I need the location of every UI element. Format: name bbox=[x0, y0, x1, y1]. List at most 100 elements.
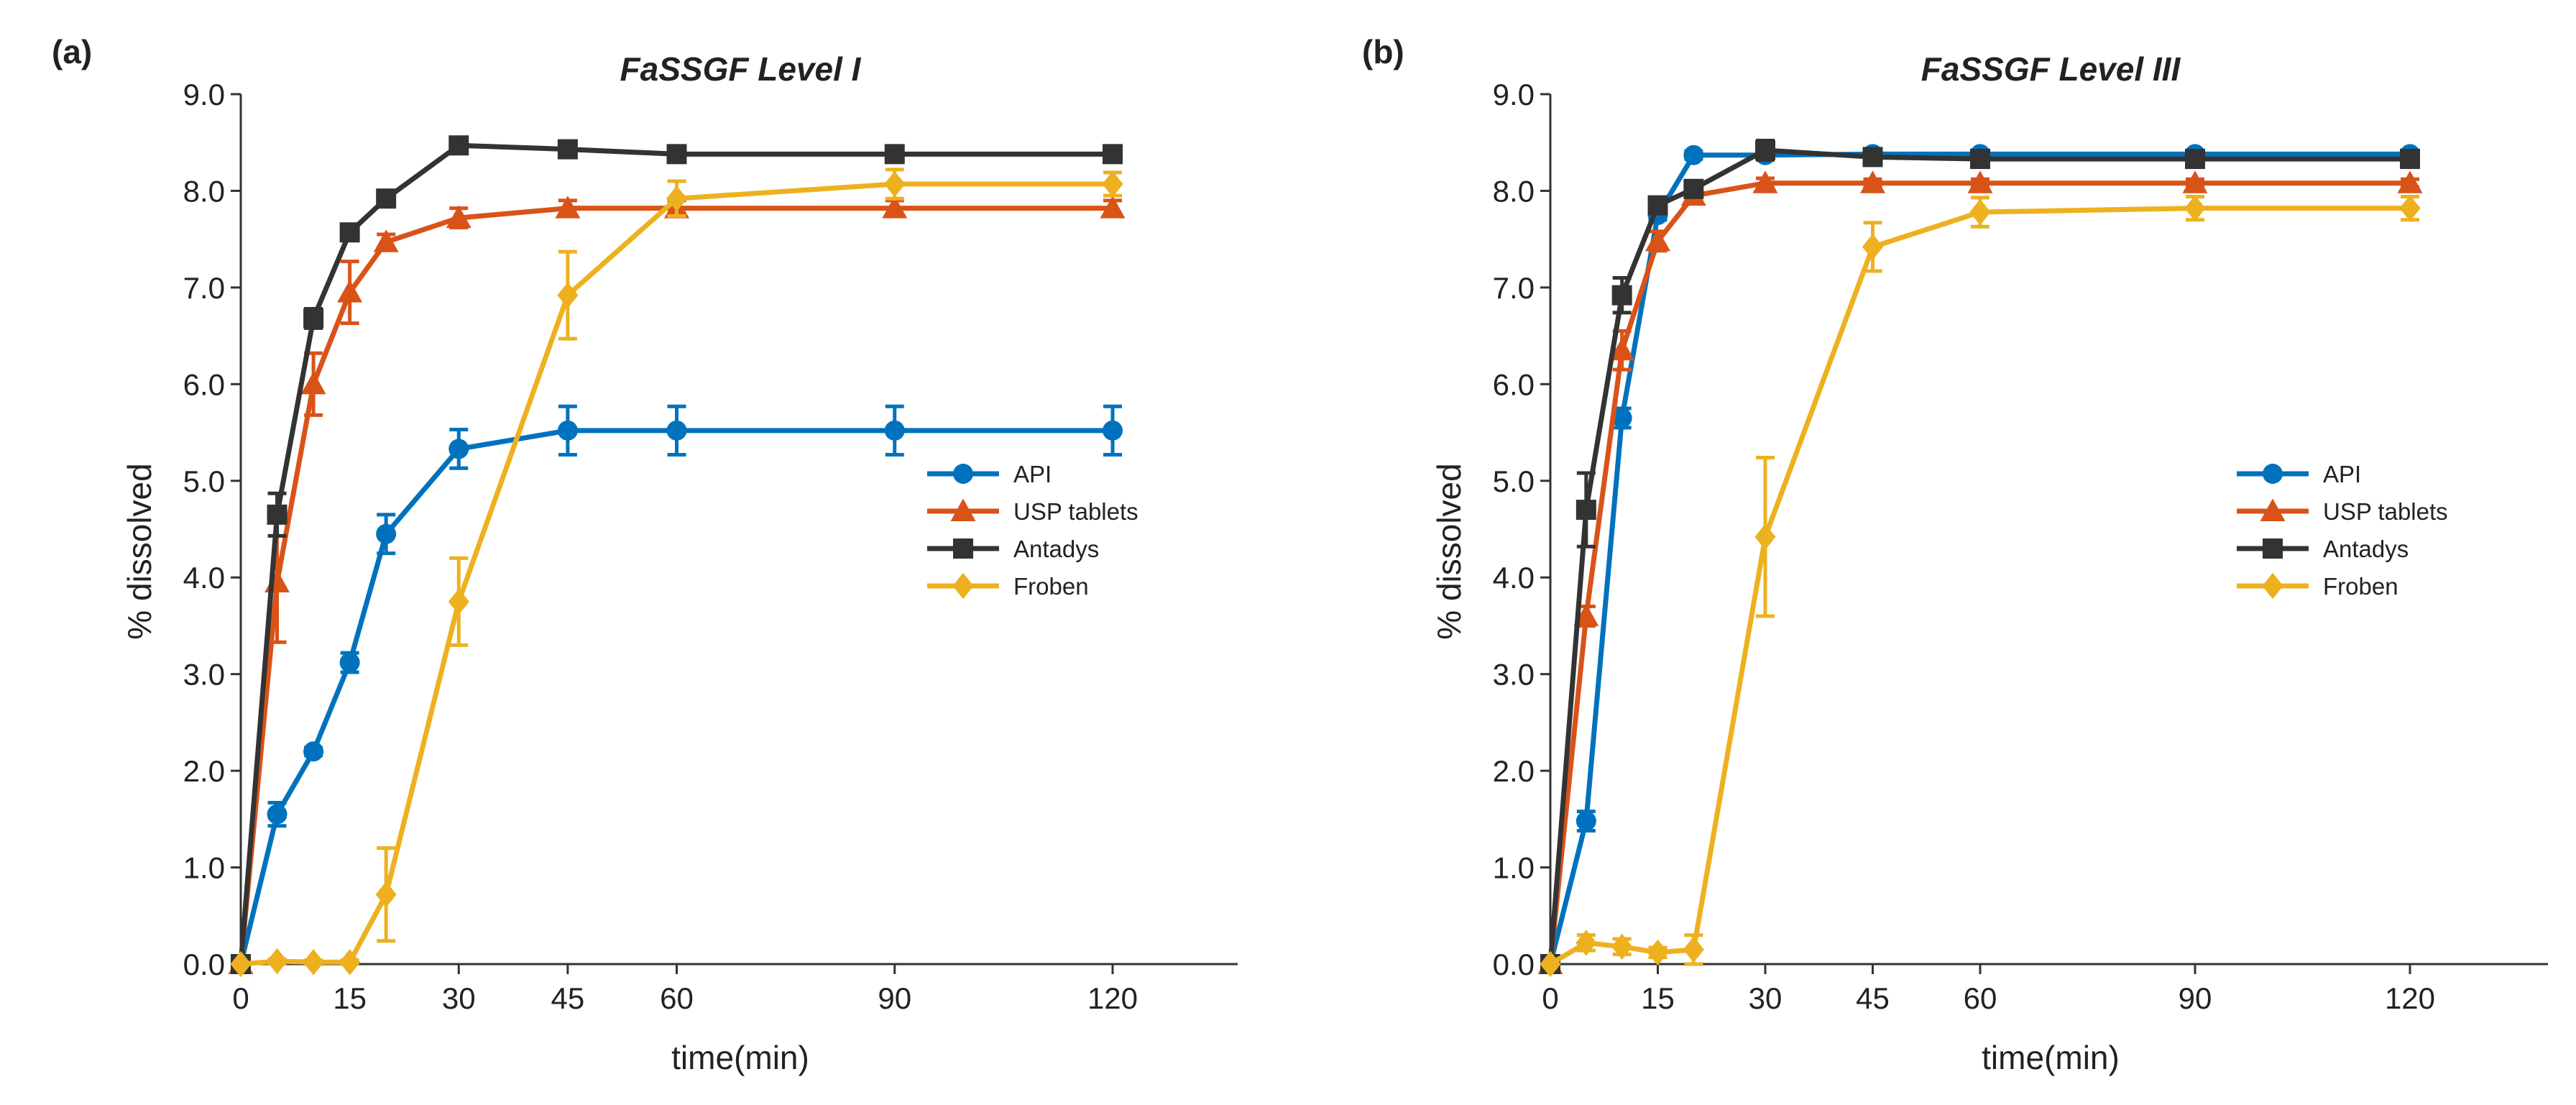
panel-b-y-tick-label: 5.0 bbox=[1493, 464, 1535, 498]
panel-b-data-point-antadys bbox=[1970, 149, 1990, 170]
panel-a-data-point-usp-tablets bbox=[555, 196, 581, 219]
panel-a-data-point-froben bbox=[266, 948, 288, 975]
panel-a-y-tick-label: 6.0 bbox=[183, 367, 225, 401]
panel-a-data-point-antadys bbox=[376, 188, 397, 209]
panel-a-y-tick-label: 3.0 bbox=[183, 658, 225, 692]
panel-b-plot-area bbox=[1537, 139, 2423, 978]
panel-a-data-point-usp-tablets bbox=[337, 280, 363, 303]
panel-a-data-point-antadys bbox=[1103, 144, 1123, 165]
panel-b-series-line-api bbox=[1547, 151, 2410, 965]
panel-a-legend-marker-usp-tablets bbox=[950, 498, 976, 521]
panel-a-data-point-froben bbox=[557, 282, 579, 308]
panel-a-y-tick-label: 8.0 bbox=[183, 174, 225, 208]
panel-b-y-tick-label: 1.0 bbox=[1493, 851, 1535, 885]
panel-a-series-api bbox=[231, 404, 1123, 974]
panel-a-x-tick-label: 15 bbox=[333, 981, 367, 1015]
panel-a-plot-area bbox=[228, 135, 1126, 978]
panel-a-legend-label: USP tablets bbox=[1013, 498, 1138, 525]
panel-b-legend-label: Froben bbox=[2323, 573, 2398, 600]
panel-b-x-tick-label: 45 bbox=[1856, 981, 1890, 1015]
panel-b-x-tick-label: 120 bbox=[2385, 981, 2435, 1015]
panel-b-series-line-usp-tablets bbox=[1547, 180, 2410, 965]
panel-b-data-point-api bbox=[1576, 811, 1596, 832]
panel-a-y-ticks: 0.0 1.0 2.0 3.0 4.0 5.0 6.0 7.0 8.0 9.0 bbox=[183, 78, 241, 981]
panel-b-y-tick-label: 8.0 bbox=[1493, 174, 1535, 208]
panel-a-series-froben bbox=[230, 168, 1123, 978]
panel-a-x-tick-label: 45 bbox=[551, 981, 585, 1015]
panel-a-y-tick-label: 7.0 bbox=[183, 271, 225, 305]
panel-a-data-point-antadys bbox=[339, 222, 360, 243]
panel-b-data-point-antadys bbox=[2185, 149, 2205, 170]
panel-a-data-point-froben bbox=[375, 881, 397, 908]
panel-a-legend: API USP tablets Antadys Froben bbox=[927, 461, 1138, 600]
panel-a-y-axis-title: % dissolved bbox=[121, 463, 158, 639]
panel-a-data-point-api bbox=[666, 420, 687, 441]
panel-a-label: (a) bbox=[52, 33, 92, 70]
panel-a-data-point-froben bbox=[666, 185, 688, 212]
panel-b-y-tick-label: 0.0 bbox=[1493, 948, 1535, 981]
panel-b-data-point-usp-tablets bbox=[1860, 170, 1885, 193]
panel-a-data-point-usp-tablets bbox=[300, 371, 326, 395]
panel-a-y-tick-label: 9.0 bbox=[183, 78, 225, 111]
panel-a-series-antadys bbox=[231, 135, 1123, 974]
panel-b-data-point-antadys bbox=[1862, 147, 1883, 168]
panel-a-data-point-antadys bbox=[666, 144, 687, 165]
panel-b-data-point-usp-tablets bbox=[1645, 228, 1670, 252]
panel-b-legend-label: Antadys bbox=[2323, 536, 2409, 562]
panel-b-data-point-usp-tablets bbox=[2182, 170, 2208, 193]
panel-a-data-point-api bbox=[448, 439, 469, 459]
panel-a-y-tick-label: 0.0 bbox=[183, 948, 225, 981]
panel-b-title: FaSSGF Level III bbox=[1921, 50, 2181, 88]
panel-a-legend-marker-froben bbox=[952, 572, 974, 600]
panel-b-legend-marker-antadys bbox=[2263, 538, 2283, 559]
panel-a-data-point-api bbox=[376, 523, 397, 544]
panel-a-data-point-usp-tablets bbox=[446, 205, 472, 229]
panel-a-data-point-api bbox=[557, 420, 578, 441]
panel-a-data-point-antadys bbox=[884, 144, 905, 165]
panel-b-y-tick-label: 7.0 bbox=[1493, 271, 1535, 305]
panel-b-data-point-froben bbox=[1576, 930, 1597, 956]
panel-a-legend-label: Froben bbox=[1013, 573, 1089, 600]
panel-a-x-tick-label: 30 bbox=[442, 981, 476, 1015]
panel-a-legend-label: API bbox=[1013, 461, 1052, 487]
panel-b-data-point-antadys bbox=[1647, 195, 1668, 216]
panel-a-data-point-froben bbox=[339, 949, 361, 976]
panel-b-data-point-froben bbox=[1862, 234, 1884, 260]
panel-b-data-point-antadys bbox=[1576, 500, 1596, 521]
panel-a-data-point-froben bbox=[230, 950, 252, 978]
panel-b-data-point-antadys bbox=[1611, 285, 1632, 306]
panel-a-data-point-antadys bbox=[267, 504, 288, 525]
panel-b-legend-marker-api bbox=[2263, 464, 2283, 484]
panel-a-data-point-antadys bbox=[303, 308, 324, 329]
panel-b-x-tick-label: 30 bbox=[1749, 981, 1782, 1015]
panel-a-data-point-api bbox=[1103, 420, 1123, 441]
panel-b-legend: API USP tablets Antadys Froben bbox=[2237, 461, 2448, 600]
panel-a-series-line-usp-tablets bbox=[238, 206, 1113, 965]
panel-b-data-point-antadys bbox=[1755, 139, 1775, 160]
panel-a-y-tick-label: 5.0 bbox=[183, 464, 225, 498]
panel-a-data-point-api bbox=[339, 652, 360, 673]
panel-b-data-point-froben bbox=[1683, 936, 1704, 963]
panel-a-data-point-api bbox=[303, 741, 324, 762]
panel-b-y-axis-title: % dissolved bbox=[1430, 463, 1468, 639]
panel-b-data-point-froben bbox=[1647, 939, 1669, 966]
panel-b-legend-marker-usp-tablets bbox=[2260, 498, 2286, 521]
panel-b-x-tick-label: 15 bbox=[1641, 981, 1675, 1015]
panel-b-legend-label: USP tablets bbox=[2323, 498, 2448, 525]
panel-b-data-point-froben bbox=[2184, 195, 2206, 221]
panel-b-data-point-antadys bbox=[2400, 149, 2420, 170]
panel-a-data-point-api bbox=[884, 420, 905, 441]
panel-a-series-line-antadys bbox=[238, 142, 1113, 965]
panel-a-data-point-usp-tablets bbox=[1100, 196, 1126, 219]
panel-b-data-point-antadys bbox=[1683, 178, 1704, 199]
panel-b-series-usp-tablets bbox=[1537, 170, 2423, 974]
panel-b-data-point-usp-tablets bbox=[1967, 170, 1993, 193]
panel-a-data-point-froben bbox=[1102, 170, 1123, 198]
panel-b-y-ticks: 0.0 1.0 2.0 3.0 4.0 5.0 6.0 7.0 8.0 9.0 bbox=[1493, 78, 1550, 981]
panel-b-y-tick-label: 2.0 bbox=[1493, 754, 1535, 788]
panel-b-data-point-api bbox=[1683, 145, 1704, 165]
panel-a-y-tick-label: 4.0 bbox=[183, 561, 225, 595]
panel-a-data-point-antadys bbox=[557, 139, 578, 160]
